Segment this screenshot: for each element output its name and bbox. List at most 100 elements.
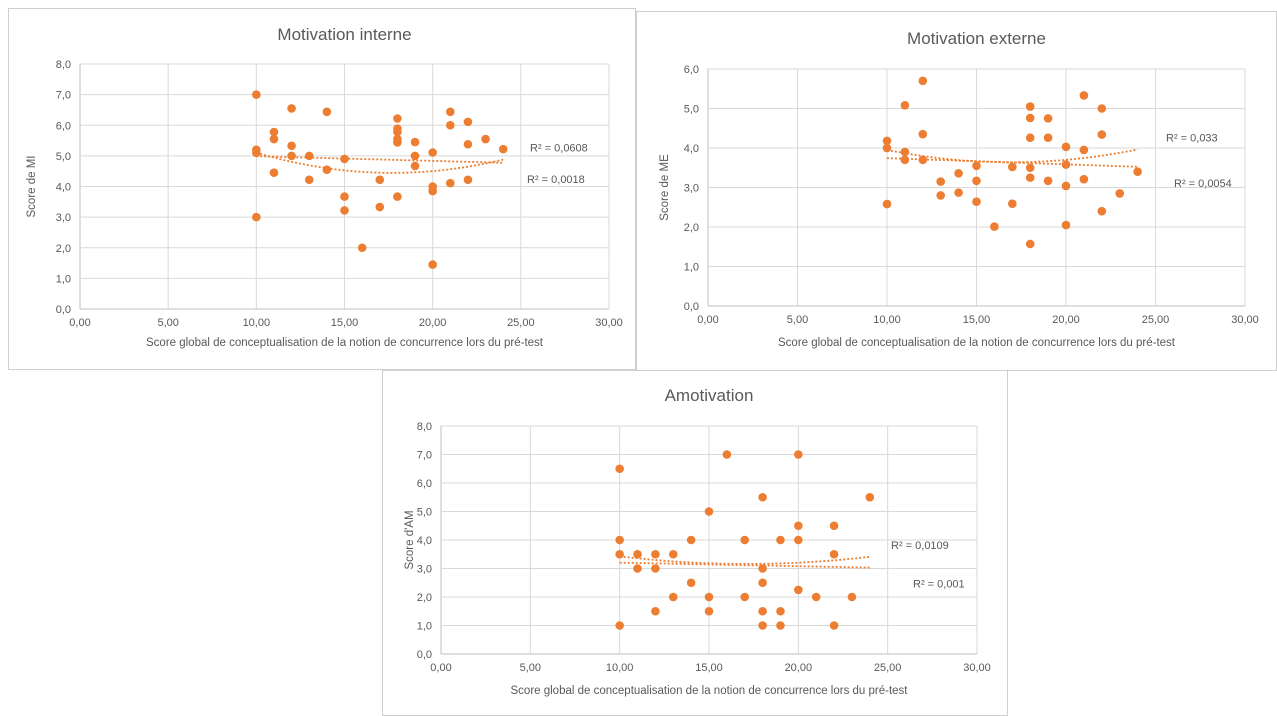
data-point (1008, 199, 1017, 208)
data-point (758, 578, 767, 588)
y-tick-label: 4,0 (417, 535, 432, 547)
data-point (446, 178, 455, 188)
data-point (1097, 104, 1107, 113)
chart-panel-motivation-externe: 0,00 5,00 10,00 15,00 20,00 25,00 30,00 0,0 1,0 2… (636, 11, 1277, 371)
x-tick-label: 30,00 (595, 317, 623, 329)
data-point (1061, 220, 1071, 230)
chart-title: Amotivation (665, 386, 754, 405)
y-tick-label: 6,0 (417, 478, 432, 490)
data-point (1043, 133, 1053, 143)
data-point (704, 606, 714, 616)
r-squared-label: R² = 0,0054 (1174, 178, 1232, 190)
data-point (1025, 133, 1035, 143)
data-point (900, 155, 910, 165)
data-point (829, 521, 839, 531)
data-point (287, 141, 296, 151)
x-tick-label: 25,00 (1142, 314, 1170, 326)
data-point (393, 114, 402, 123)
data-point (1079, 174, 1089, 184)
y-tick-label: 6,0 (684, 64, 699, 76)
data-point (668, 549, 678, 559)
x-axis-label: Score global de conceptualisation de la … (146, 337, 544, 349)
y-tick-label: 4,0 (684, 143, 699, 155)
data-point (1043, 114, 1053, 123)
data-point (651, 606, 660, 616)
data-point (972, 197, 981, 207)
data-point (758, 492, 767, 502)
data-point (758, 621, 767, 630)
data-point (269, 134, 279, 144)
data-point (1025, 113, 1035, 123)
data-point (686, 578, 696, 588)
data-point (1061, 142, 1071, 152)
data-point (954, 168, 963, 178)
data-point (651, 549, 660, 559)
x-tick-label: 20,00 (785, 662, 813, 674)
chart-title: Motivation interne (277, 25, 411, 44)
data-point (936, 177, 945, 186)
data-point (375, 202, 385, 212)
data-point (322, 107, 332, 117)
data-point (1133, 167, 1142, 176)
data-point (446, 107, 455, 117)
linear-trendline (256, 155, 504, 164)
data-point (463, 175, 473, 185)
data-point (704, 507, 714, 516)
data-point (428, 148, 437, 157)
data-point (304, 151, 314, 161)
data-point (393, 192, 402, 201)
data-point (393, 127, 402, 137)
x-tick-label: 0,00 (697, 314, 718, 326)
y-tick-label: 0,0 (417, 649, 432, 661)
data-point (463, 117, 473, 127)
data-point (252, 90, 261, 99)
data-point (1025, 102, 1035, 111)
data-point (481, 134, 490, 144)
data-point (357, 243, 367, 253)
data-point (918, 129, 928, 139)
chart-title: Motivation externe (907, 29, 1046, 48)
data-point (252, 212, 261, 222)
data-point (990, 222, 999, 231)
data-point (882, 136, 892, 146)
y-tick-label: 8,0 (417, 421, 432, 433)
data-point (375, 175, 385, 185)
data-point (686, 535, 696, 545)
polynomial-trendline (619, 555, 870, 565)
data-point (322, 165, 332, 174)
chart-amotivation: 0,00 5,00 10,00 15,00 20,00 25,00 30,00 0,0 1,0 2… (404, 386, 991, 697)
x-axis-label: Score global de conceptualisation de la … (511, 685, 909, 697)
r-squared-label: R² = 0,001 (913, 579, 965, 591)
data-point (287, 104, 296, 113)
data-point (428, 260, 437, 269)
x-tick-label: 5,00 (157, 317, 178, 329)
data-point (722, 450, 732, 459)
data-point (704, 592, 714, 602)
y-axis-label: Score de MI (26, 156, 38, 218)
data-point (1079, 91, 1089, 100)
data-point (615, 464, 624, 474)
data-point (304, 175, 314, 185)
data-point (972, 176, 981, 186)
y-tick-label: 3,0 (417, 564, 432, 576)
y-tick-label: 0,0 (56, 304, 71, 316)
data-point (1043, 176, 1053, 186)
y-tick-label: 8,0 (56, 59, 71, 71)
data-point (936, 191, 945, 200)
data-point (776, 535, 785, 545)
r-squared-label: R² = 0,0109 (891, 540, 949, 552)
x-tick-label: 30,00 (1231, 314, 1259, 326)
data-point (633, 564, 642, 573)
data-point (794, 450, 803, 459)
y-tick-label: 1,0 (56, 273, 71, 285)
data-point (829, 549, 839, 559)
y-tick-label: 6,0 (56, 120, 71, 132)
data-point (393, 138, 402, 147)
data-point (668, 592, 678, 602)
data-point (918, 76, 928, 86)
x-tick-label: 20,00 (419, 317, 447, 329)
data-point (794, 521, 803, 531)
x-tick-label: 5,00 (520, 662, 541, 674)
y-axis-label: Score de ME (659, 154, 671, 221)
data-point (740, 592, 750, 602)
